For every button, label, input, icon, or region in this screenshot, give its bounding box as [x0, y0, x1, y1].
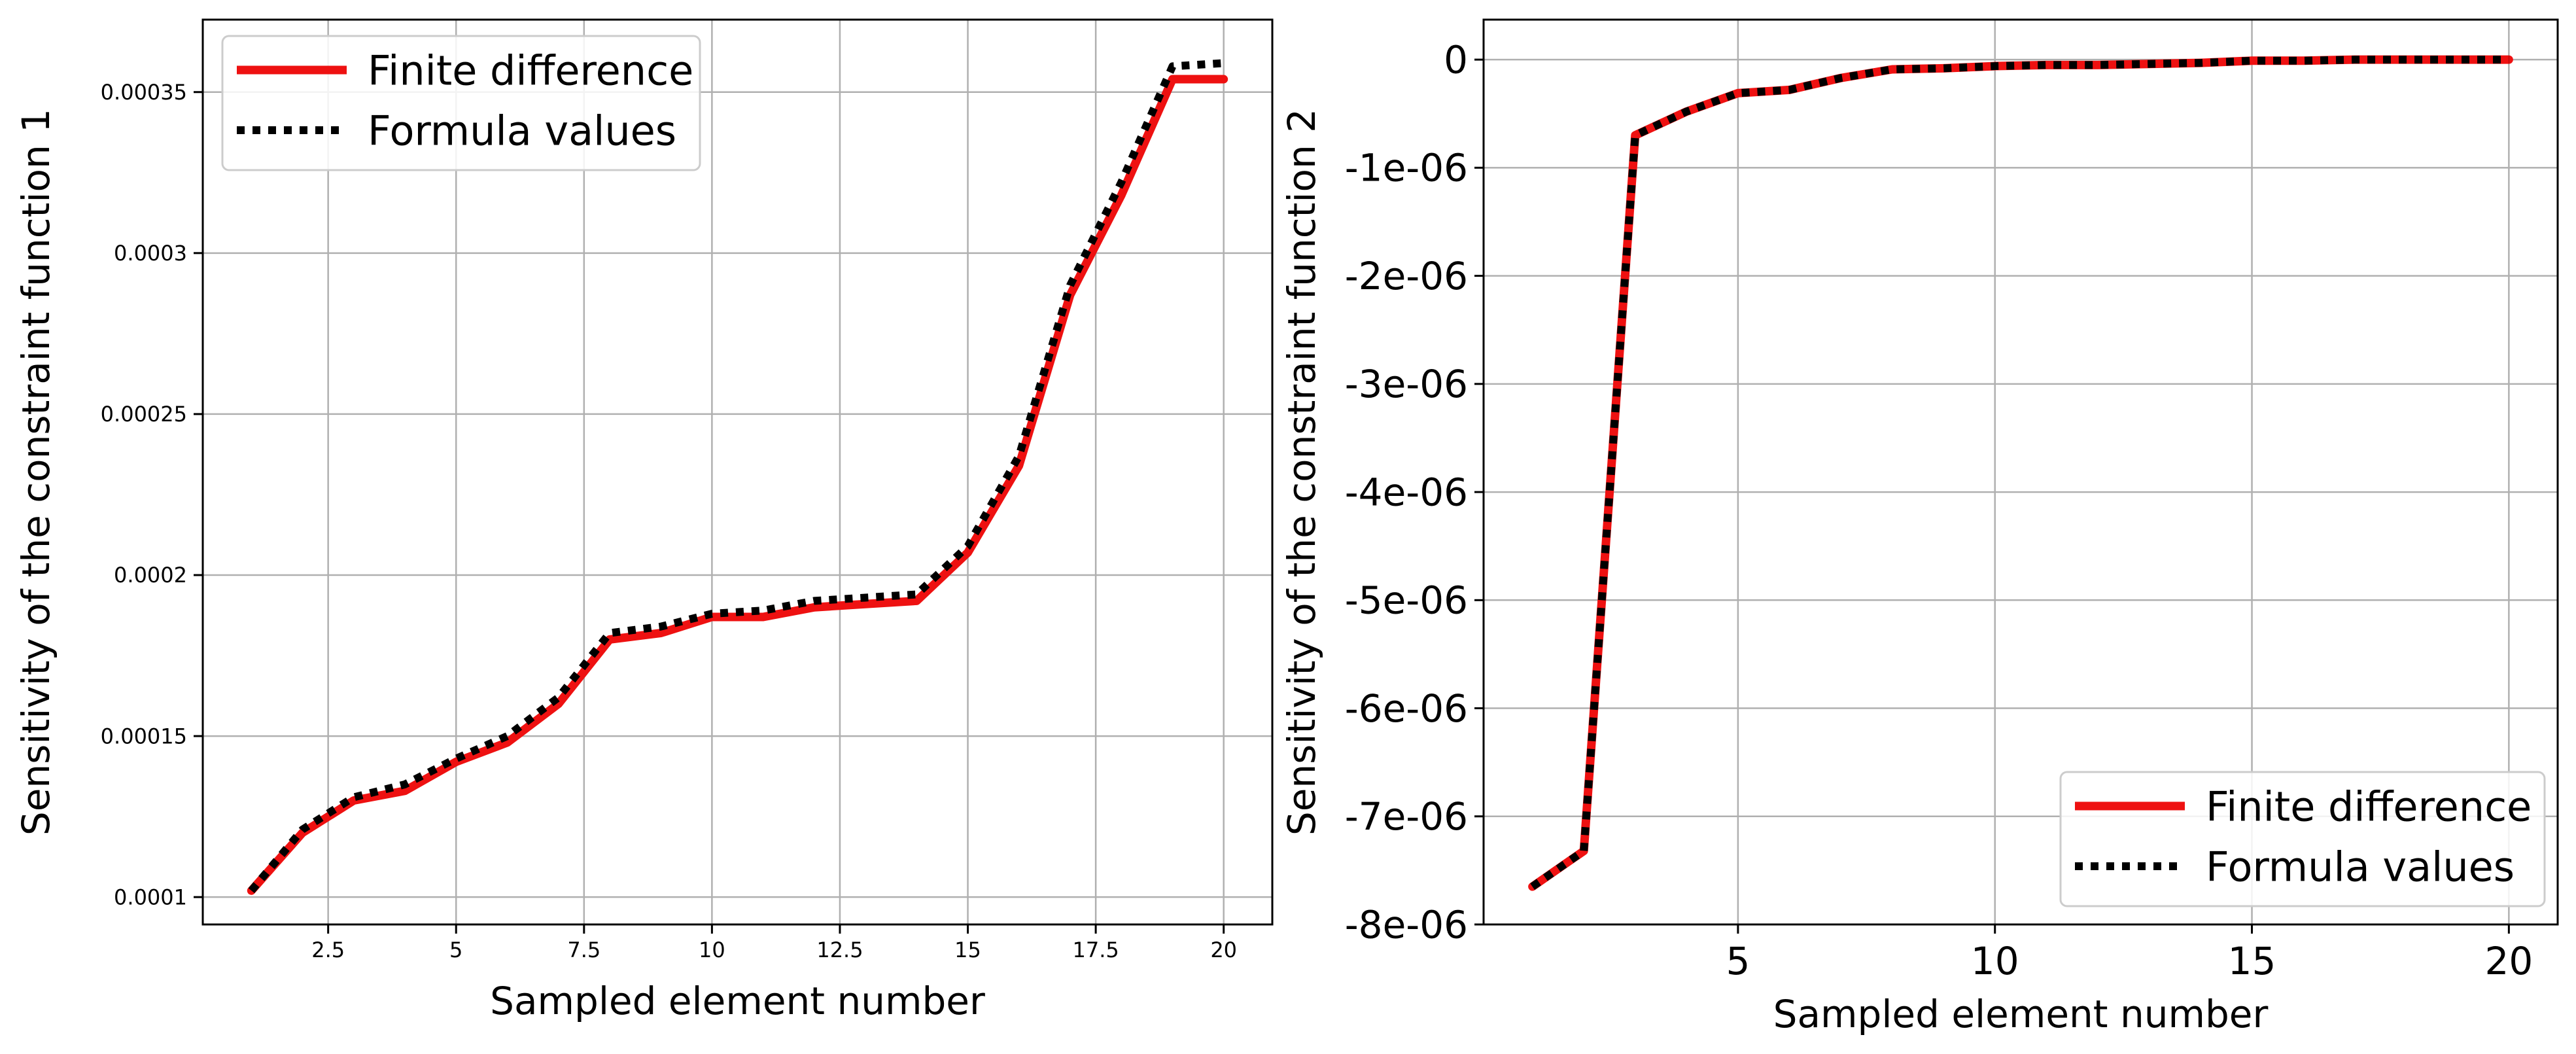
- x-tick-label: 20: [2484, 939, 2533, 983]
- y-tick-label: -4e-06: [1345, 470, 1468, 514]
- y-tick-label: -6e-06: [1345, 686, 1468, 731]
- subplot-2: 5 10 15 20 0 -1e-06 -2e-06 -3e-06 -4e-06 -5e-06 -6…: [1279, 18, 2559, 1036]
- formula-values-line: [248, 59, 1225, 894]
- x-tick-label: 17.5: [1072, 938, 1119, 962]
- legend: Finite difference Formula values: [2059, 771, 2546, 907]
- y-axis-label: Sensitivity of the constraint function 2: [1279, 109, 1324, 835]
- y-tick-label: -3e-06: [1345, 362, 1468, 406]
- x-axis-label: Sampled element number: [1773, 992, 2269, 1036]
- y-tick-label: 0.00015: [101, 724, 187, 748]
- x-tick-label: 10: [699, 938, 725, 962]
- subplot-1: 2.5 5 7.5 10 12.5 15 17.5 20 0.0001 0.00015 0.0002…: [14, 18, 1274, 1023]
- y-tick-label: -5e-06: [1345, 578, 1468, 623]
- y-tick-label: -1e-06: [1345, 146, 1468, 190]
- legend-label: Formula values: [368, 107, 676, 154]
- finite-difference-line: [1528, 55, 2513, 891]
- x-tick-label: 15: [954, 938, 981, 962]
- x-tick-label: 2.5: [311, 938, 345, 962]
- series-group: [1528, 55, 2513, 891]
- axes-frame: [1482, 18, 2559, 926]
- legend: Finite difference Formula values: [221, 35, 701, 171]
- x-tick-label: 5: [449, 938, 462, 962]
- y-tick-label: 0.00035: [101, 80, 187, 105]
- legend-label: Formula values: [2206, 843, 2515, 890]
- y-tick-label: 0.00025: [101, 402, 187, 427]
- y-axis-label: Sensitivity of the constraint function 1: [14, 109, 58, 835]
- x-tick-label: 10: [1971, 939, 2019, 983]
- y-tick-label: -8e-06: [1345, 902, 1468, 947]
- y-tick-label: 0: [1444, 37, 1468, 82]
- y-tick-label: 0.0002: [114, 563, 187, 588]
- y-tick-label: 0.0003: [114, 241, 187, 266]
- x-tick-label: 7.5: [567, 938, 600, 962]
- x-tick-label: 15: [2228, 939, 2276, 983]
- legend-label: Finite difference: [368, 46, 693, 94]
- x-tick-label: 5: [1726, 939, 1750, 983]
- x-tick-label: 12.5: [816, 938, 863, 962]
- series-group: [247, 59, 1228, 895]
- legend-label: Finite difference: [2206, 782, 2532, 830]
- x-axis-label: Sampled element number: [490, 979, 985, 1023]
- y-tick-label: -2e-06: [1345, 254, 1468, 298]
- axes-frame: [201, 18, 1274, 926]
- finite-difference-line: [247, 75, 1228, 895]
- x-tick-label: 20: [1210, 938, 1237, 962]
- y-tick-label: 0.0001: [114, 885, 187, 909]
- y-tick-label: -7e-06: [1345, 794, 1468, 839]
